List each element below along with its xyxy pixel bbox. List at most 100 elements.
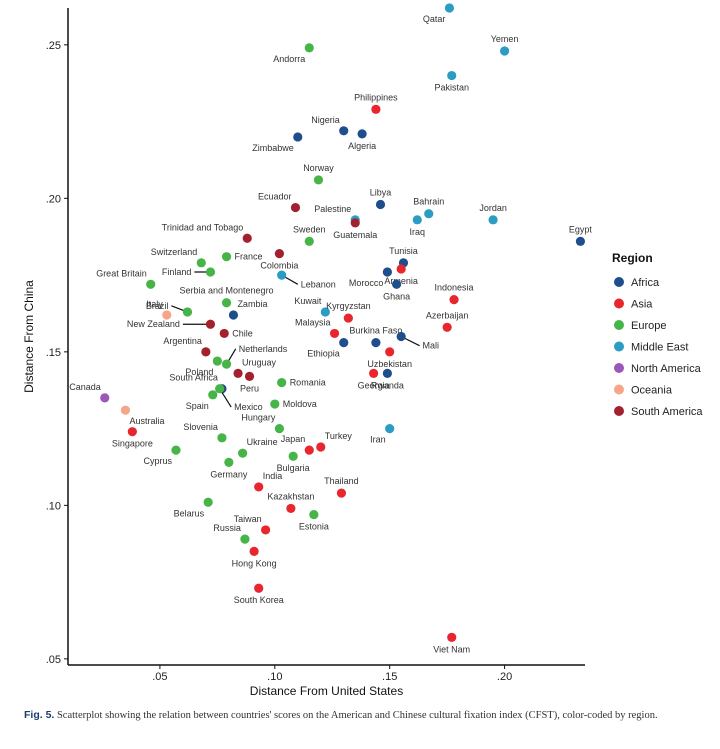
point-label: Egypt — [569, 224, 593, 234]
data-point — [412, 215, 422, 225]
data-point — [240, 534, 250, 544]
legend-label: South America — [631, 406, 703, 418]
data-point — [249, 546, 259, 557]
point-label: Romania — [290, 378, 326, 388]
point-label: Bahrain — [413, 197, 444, 207]
data-point — [309, 509, 319, 520]
data-point — [313, 175, 324, 185]
data-point — [444, 3, 455, 13]
data-point — [238, 448, 248, 458]
data-point — [449, 295, 459, 305]
data-point — [221, 359, 232, 369]
data-point — [233, 368, 243, 378]
figure-caption: Fig. 5. Scatterplot showing the relation… — [24, 709, 704, 722]
data-point — [221, 298, 232, 308]
data-point — [254, 482, 264, 492]
point-label: Thailand — [324, 476, 359, 486]
data-points: Qatar Yemen Pakistan Andorra Philippines Nige… — [69, 3, 592, 654]
data-point — [447, 70, 457, 81]
data-point — [201, 347, 211, 357]
data-point — [219, 328, 229, 339]
legend-swatch — [614, 320, 624, 330]
legend-label: Asia — [631, 299, 653, 311]
y-tick-label: .15 — [46, 347, 61, 359]
point-label: Philippines — [354, 92, 398, 102]
point-label: Turkey — [325, 431, 353, 441]
point-label: Lebanon — [301, 279, 336, 289]
data-point — [447, 632, 457, 642]
point-label: Great Britain — [96, 268, 147, 278]
data-point — [369, 368, 379, 378]
point-label: Kazakhstan — [267, 491, 314, 501]
x-tick-label: .05 — [152, 671, 167, 683]
point-label: Mexico — [234, 402, 263, 412]
data-point — [127, 427, 137, 437]
data-point — [336, 488, 347, 498]
data-point — [224, 457, 234, 467]
data-point — [350, 218, 360, 228]
point-label: India — [263, 471, 283, 481]
data-point — [162, 310, 172, 320]
data-point — [391, 279, 402, 289]
point-label: Georgia — [358, 380, 390, 390]
y-tick-label: .25 — [46, 40, 61, 52]
caption-text: Scatterplot showing the relation between… — [56, 710, 658, 721]
data-point — [274, 424, 284, 434]
y-axis-title: Distance From China — [22, 280, 36, 393]
point-label: Brazil — [146, 301, 169, 311]
point-label: Argentina — [163, 336, 202, 346]
x-tick-label: .10 — [267, 671, 282, 683]
point-label: Slovenia — [183, 422, 218, 432]
point-label: Guatemala — [333, 230, 377, 240]
data-point — [244, 371, 255, 382]
data-point — [217, 433, 227, 443]
point-label: Ghana — [383, 291, 410, 301]
data-point — [228, 310, 239, 320]
data-point — [212, 356, 222, 366]
legend-swatch — [614, 298, 624, 309]
data-point — [339, 338, 349, 348]
legend-swatch — [614, 341, 624, 352]
point-label: Malaysia — [295, 317, 331, 327]
data-point — [375, 199, 386, 210]
point-label: Qatar — [423, 14, 446, 24]
data-point — [396, 264, 406, 274]
point-label: Switzerland — [151, 247, 198, 257]
point-label: Moldova — [283, 399, 317, 409]
point-label: Andorra — [273, 54, 305, 64]
point-label: Armenia — [384, 276, 418, 286]
data-point — [304, 445, 314, 455]
point-label: Bulgaria — [277, 463, 310, 473]
point-label: Uruguay — [242, 357, 277, 367]
legend-swatch — [614, 406, 624, 416]
point-label: Belarus — [174, 508, 205, 518]
caption-label: Fig. 5. — [24, 709, 55, 721]
point-label: Tunisia — [389, 246, 418, 256]
point-label: Kuwait — [294, 296, 322, 306]
point-label: Mali — [423, 341, 440, 351]
point-label: Rwanda — [371, 380, 404, 390]
data-point — [182, 307, 193, 317]
legend-label: North America — [631, 363, 702, 375]
legend-swatch — [614, 363, 624, 373]
data-point — [343, 313, 353, 323]
point-label: South Korea — [234, 595, 284, 605]
point-label: Burkina Faso — [349, 326, 402, 336]
point-label: Finland — [162, 267, 192, 277]
data-point — [261, 525, 271, 535]
point-label: Norway — [303, 163, 334, 173]
data-point — [382, 267, 392, 277]
point-label: Iran — [370, 435, 386, 445]
data-point — [316, 442, 326, 452]
legend-swatch — [614, 384, 624, 395]
point-label: Cyprus — [143, 456, 172, 466]
legend-label: Middle East — [631, 342, 688, 354]
y-tick-label: .05 — [46, 654, 61, 666]
point-label: Zambia — [237, 299, 267, 309]
point-label: Taiwan — [234, 514, 262, 524]
data-point — [499, 46, 510, 56]
legend-label: Oceania — [631, 385, 673, 397]
data-point — [371, 338, 381, 348]
legend-swatch — [614, 277, 624, 287]
point-label: Netherlands — [239, 344, 288, 354]
